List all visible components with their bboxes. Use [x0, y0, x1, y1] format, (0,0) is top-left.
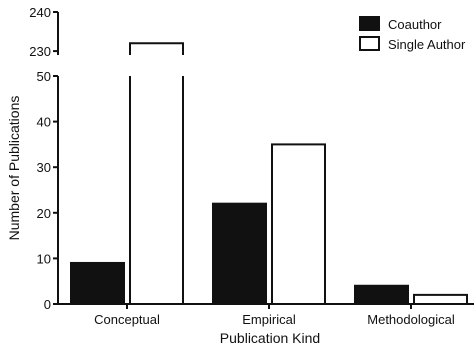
bar-single-author	[413, 293, 468, 306]
y-tick-label: 50	[37, 69, 51, 84]
y-tick-label: 240	[29, 5, 51, 20]
bar-coauthor	[70, 261, 125, 305]
x-tick-label: Conceptual	[94, 312, 160, 327]
y-tick-label: 0	[44, 297, 51, 312]
bar-single-author-upper	[129, 42, 184, 55]
bar-single-author	[271, 143, 326, 305]
bar-coauthor	[212, 202, 267, 305]
x-tick-label: Empirical	[242, 312, 296, 327]
x-axis-title: Publication Kind	[220, 330, 320, 346]
y-tick-label: 30	[37, 160, 51, 175]
y-tick-label: 230	[29, 44, 51, 59]
x-tick-label: Methodological	[367, 312, 455, 327]
y-tick-label: 40	[37, 115, 51, 130]
y-tick-label: 20	[37, 206, 51, 221]
bar-coauthor	[354, 284, 409, 306]
legend-swatch	[359, 36, 380, 51]
legend-label: Single Author	[388, 37, 466, 52]
legend-label: Coauthor	[388, 17, 442, 32]
bars	[70, 42, 468, 306]
y-axis-title: Number of Publications	[6, 96, 22, 241]
legend-swatch	[359, 16, 380, 31]
tick-labels: 0 10 20 30 40 50 230 240 Conceptual Empirical Meth…	[29, 5, 455, 327]
bar-single-author	[129, 76, 184, 305]
legend: Coauthor Single Author	[359, 16, 466, 52]
y-tick-label: 10	[37, 251, 51, 266]
